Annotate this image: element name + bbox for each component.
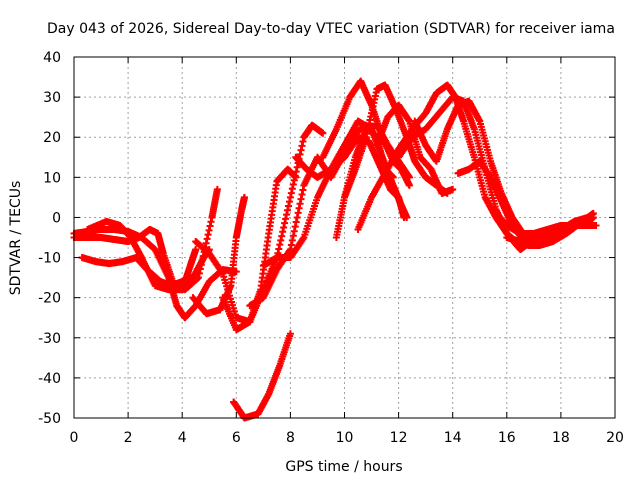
x-tick-label: 6 bbox=[232, 430, 241, 446]
data-point bbox=[286, 330, 294, 338]
data-point bbox=[405, 181, 413, 189]
chart-title: Day 043 of 2026, Sidereal Day-to-day VTE… bbox=[47, 21, 615, 37]
x-tick-label: 10 bbox=[336, 430, 354, 446]
x-tick-label: 0 bbox=[70, 430, 79, 446]
x-tick-label: 2 bbox=[124, 430, 133, 446]
x-tick-label: 14 bbox=[444, 430, 462, 446]
y-tick-label: -40 bbox=[38, 371, 61, 387]
series-arc-22 bbox=[511, 209, 597, 250]
data-point bbox=[319, 129, 327, 137]
x-tick-label: 16 bbox=[498, 430, 516, 446]
y-tick-label: -50 bbox=[38, 411, 61, 427]
x-axis-label: GPS time / hours bbox=[285, 459, 402, 475]
x-tick-label: 4 bbox=[178, 430, 187, 446]
data-point bbox=[589, 209, 597, 217]
y-tick-label: -10 bbox=[38, 251, 61, 267]
data-point bbox=[192, 246, 200, 254]
y-tick-label: 0 bbox=[52, 210, 61, 226]
data-point bbox=[592, 221, 600, 229]
y-tick-label: 40 bbox=[43, 50, 61, 66]
series-arc-4 bbox=[84, 217, 200, 294]
y-tick-label: 20 bbox=[43, 130, 61, 146]
y-tick-label: 10 bbox=[43, 170, 61, 186]
series-arc-10 bbox=[230, 330, 294, 422]
data-point bbox=[403, 213, 411, 221]
data-point bbox=[449, 185, 457, 193]
tick-labels: 0 2 4 6 8 10 12 14 16 18 20 -50 -40 -30 -20 -10 0 10 20 30 4… bbox=[38, 50, 624, 446]
y-tick-label: 30 bbox=[43, 90, 61, 106]
data-points bbox=[70, 77, 600, 422]
series-arc-11 bbox=[292, 117, 411, 221]
data-point bbox=[213, 185, 221, 193]
x-tick-label: 12 bbox=[390, 430, 408, 446]
x-tick-label: 18 bbox=[552, 430, 570, 446]
x-tick-label: 20 bbox=[606, 430, 624, 446]
series-arc-15 bbox=[373, 101, 457, 197]
y-axis-label: SDTVAR / TECUs bbox=[8, 181, 24, 296]
x-tick-label: 8 bbox=[286, 430, 295, 446]
y-tick-label: -20 bbox=[38, 291, 61, 307]
series-arc-14 bbox=[341, 81, 451, 201]
series-arc-2 bbox=[70, 185, 221, 294]
data-point bbox=[240, 193, 248, 201]
series-arc-5 bbox=[189, 193, 248, 318]
y-tick-label: -30 bbox=[38, 331, 61, 347]
